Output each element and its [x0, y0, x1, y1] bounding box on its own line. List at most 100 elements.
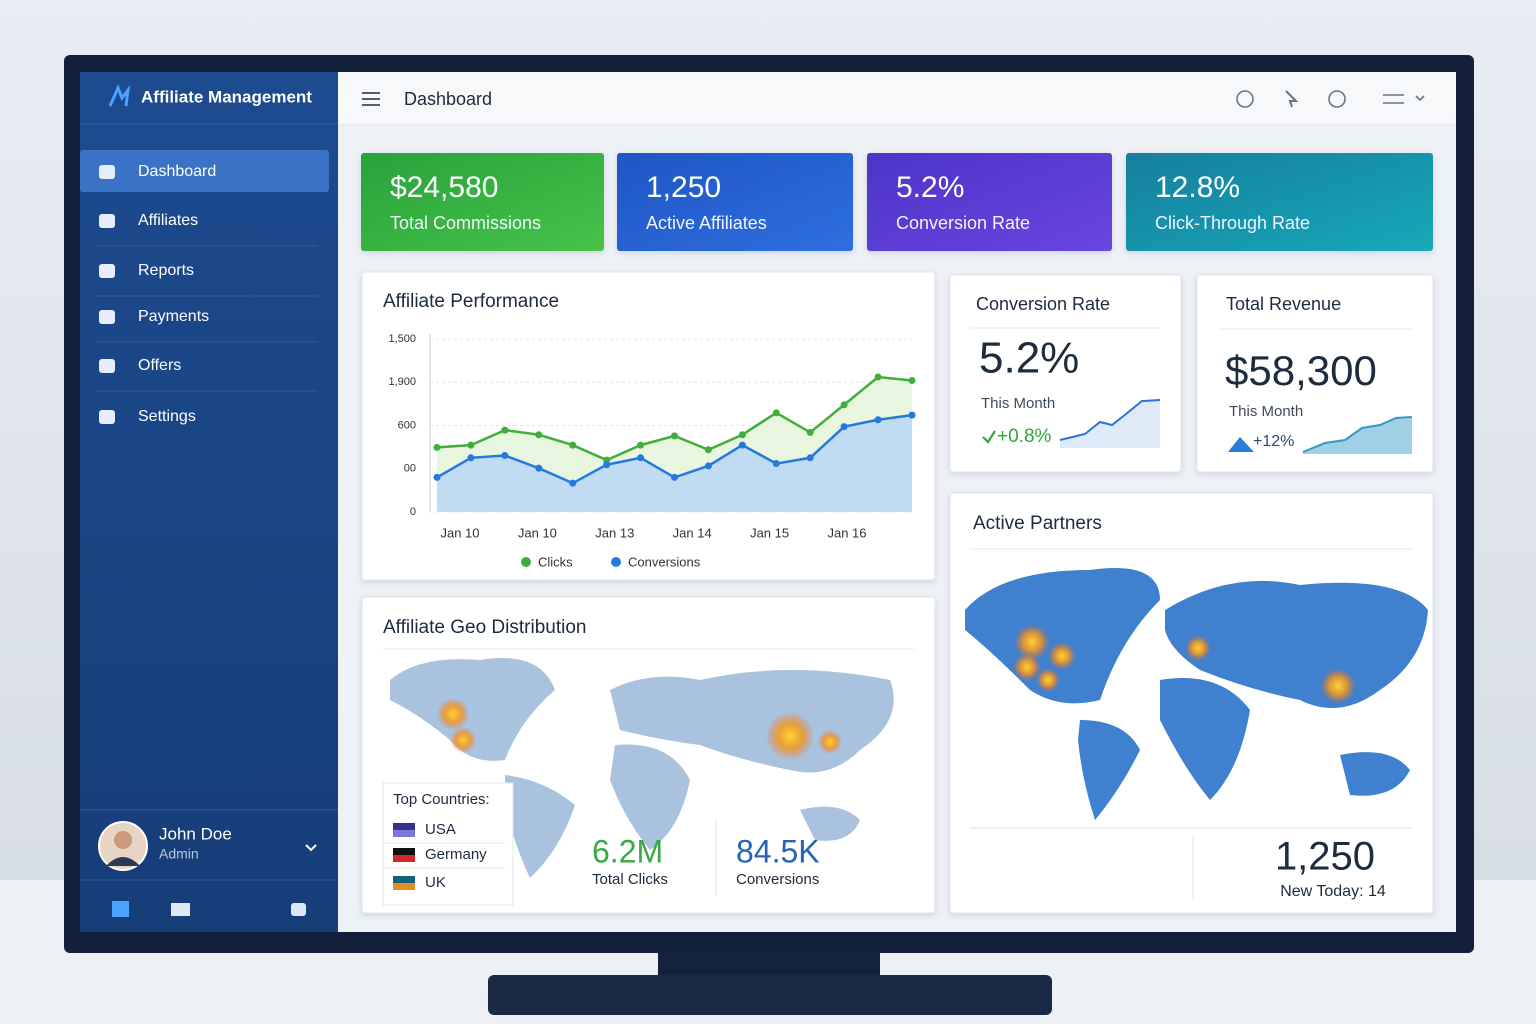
- menu-button[interactable]: [362, 92, 380, 106]
- page-title: Dashboard: [404, 89, 492, 109]
- point: [671, 473, 678, 481]
- footer-icon[interactable]: [112, 901, 129, 917]
- kpi-card: [361, 153, 604, 251]
- legend-swatch: [521, 557, 531, 567]
- partners-value: 1,250: [1275, 835, 1375, 879]
- kpi-value: $24,580: [390, 171, 498, 204]
- nav-item[interactable]: Payments: [138, 308, 209, 325]
- hotspot: [1320, 668, 1356, 704]
- partners-note: New Today: 14: [1280, 883, 1386, 900]
- kpi-label: Active Affiliates: [646, 213, 767, 233]
- nav-item[interactable]: Reports: [138, 262, 194, 279]
- hotspot: [818, 730, 842, 754]
- point: [840, 423, 848, 431]
- point: [467, 454, 475, 462]
- point: [806, 428, 814, 436]
- country: Germany: [425, 846, 487, 863]
- flag: [393, 876, 415, 883]
- brand-logo: [108, 84, 131, 107]
- point: [908, 411, 916, 419]
- kpi-label: Click-Through Rate: [1155, 213, 1310, 233]
- point: [738, 441, 746, 449]
- continent: [505, 775, 575, 878]
- kpi-label: Conversion Rate: [896, 213, 1030, 233]
- metric-period: This Month: [981, 395, 1055, 412]
- continent: [1165, 580, 1428, 708]
- x-tick-label: Jan 10: [440, 525, 479, 540]
- point: [501, 451, 509, 459]
- continent: [1160, 678, 1250, 800]
- stat-label: Conversions: [736, 871, 819, 888]
- point: [738, 431, 746, 439]
- country: UK: [425, 874, 446, 891]
- chart-title: Affiliate Performance: [383, 291, 559, 312]
- point: [433, 443, 441, 451]
- continent: [610, 744, 690, 850]
- area: [437, 415, 912, 512]
- card: [1196, 274, 1434, 473]
- x-tick-label: Jan 10: [518, 525, 557, 540]
- point: [704, 446, 712, 454]
- hotspot: [1185, 635, 1211, 661]
- kpi-label: Total Commissions: [390, 213, 541, 233]
- header-icon[interactable]: [1236, 90, 1254, 108]
- point: [840, 401, 848, 409]
- card-title: Active Partners: [973, 513, 1102, 534]
- kpi-card: [617, 153, 853, 251]
- metric-value: $58,300: [1225, 347, 1377, 394]
- header: [338, 72, 1456, 125]
- footer-icon[interactable]: [171, 903, 190, 916]
- y-tick-label: 1,900: [388, 376, 416, 388]
- nav-icon: [99, 410, 115, 424]
- metric-value: 5.2%: [979, 334, 1079, 383]
- nav-icon: [99, 165, 115, 179]
- point: [704, 462, 712, 470]
- monitor-base: [488, 975, 1052, 1015]
- hotspots: [437, 698, 842, 760]
- header-icon[interactable]: [1285, 90, 1299, 108]
- top-countries-title: Top Countries:: [393, 791, 490, 808]
- continent: [390, 658, 555, 761]
- metric-change: +12%: [1253, 433, 1294, 450]
- point: [874, 373, 882, 381]
- hotspot: [766, 712, 814, 760]
- hotspot: [1013, 653, 1041, 681]
- sparkline-area: [1303, 417, 1412, 454]
- nav-item[interactable]: Dashboard: [138, 163, 216, 180]
- country: USA: [425, 821, 456, 838]
- y-tick-label: 1,500: [388, 333, 416, 345]
- x-tick-label: Jan 16: [827, 525, 866, 540]
- point: [908, 377, 916, 385]
- card-title: Affiliate Geo Distribution: [383, 617, 586, 638]
- up-icon: [982, 430, 996, 444]
- flag: [393, 848, 415, 855]
- flag: [393, 855, 415, 862]
- point: [806, 454, 814, 462]
- footer-icon[interactable]: [291, 903, 306, 916]
- flag: [393, 830, 415, 837]
- nav-item[interactable]: Settings: [138, 408, 196, 425]
- kpi-value: 5.2%: [896, 171, 964, 204]
- up-icon: [1228, 437, 1254, 452]
- nav-active[interactable]: [80, 150, 329, 192]
- header-icon[interactable]: [1383, 94, 1425, 104]
- nav-item[interactable]: Offers: [138, 357, 181, 374]
- hotspots: [1013, 624, 1356, 704]
- hotspot: [450, 727, 476, 753]
- metric-change: +0.8%: [997, 426, 1052, 447]
- user-menu-toggle[interactable]: [305, 844, 317, 852]
- nav-item[interactable]: Affiliates: [138, 212, 198, 229]
- point: [637, 454, 645, 462]
- legend-swatch: [611, 557, 621, 567]
- user-name: John Doe: [159, 824, 232, 843]
- continent: [800, 806, 860, 841]
- stat-value: 6.2M: [592, 833, 663, 869]
- header-icon[interactable]: [1328, 90, 1346, 108]
- continent: [1340, 752, 1410, 796]
- avatar-face: [114, 831, 132, 849]
- y-tick-label: 600: [398, 419, 416, 431]
- point: [501, 426, 509, 434]
- nav-icon: [99, 359, 115, 373]
- point: [637, 441, 645, 449]
- stat-label: Total Clicks: [592, 871, 668, 888]
